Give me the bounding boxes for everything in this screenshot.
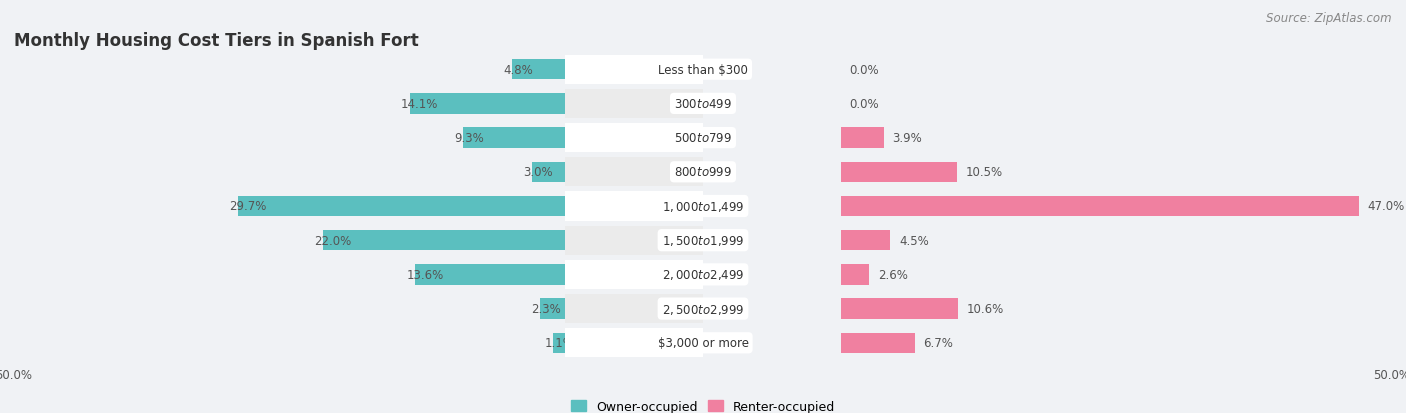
Text: 6.7%: 6.7% bbox=[924, 337, 953, 349]
Bar bbox=[0, 158, 841, 187]
Text: Monthly Housing Cost Tiers in Spanish Fort: Monthly Housing Cost Tiers in Spanish Fo… bbox=[14, 32, 419, 50]
Text: $500 to $799: $500 to $799 bbox=[673, 132, 733, 145]
Bar bbox=[415, 264, 565, 285]
Bar bbox=[0, 260, 841, 289]
Text: 3.0%: 3.0% bbox=[523, 166, 553, 179]
Bar bbox=[0, 124, 703, 153]
Bar bbox=[409, 94, 565, 114]
Text: 2.6%: 2.6% bbox=[879, 268, 908, 281]
Text: 0.0%: 0.0% bbox=[849, 97, 879, 111]
Bar bbox=[463, 128, 565, 149]
Text: $1,000 to $1,499: $1,000 to $1,499 bbox=[662, 199, 744, 214]
Bar bbox=[553, 333, 565, 353]
Bar bbox=[565, 294, 1406, 323]
Text: 13.6%: 13.6% bbox=[406, 268, 444, 281]
Bar bbox=[0, 192, 841, 221]
Text: Less than $300: Less than $300 bbox=[658, 64, 748, 76]
Bar bbox=[565, 124, 1406, 153]
Bar bbox=[841, 162, 956, 183]
Bar bbox=[0, 55, 703, 85]
Text: 10.6%: 10.6% bbox=[966, 302, 1004, 316]
Legend: Owner-occupied, Renter-occupied: Owner-occupied, Renter-occupied bbox=[567, 395, 839, 413]
Bar bbox=[841, 333, 915, 353]
Bar bbox=[565, 226, 1406, 255]
Bar bbox=[531, 162, 565, 183]
Bar bbox=[841, 128, 884, 149]
Bar bbox=[841, 196, 1358, 217]
Bar bbox=[0, 328, 703, 358]
Text: $300 to $499: $300 to $499 bbox=[673, 97, 733, 111]
Bar bbox=[565, 90, 1406, 119]
Bar bbox=[0, 90, 703, 119]
Text: 4.8%: 4.8% bbox=[503, 64, 533, 76]
Bar bbox=[0, 158, 703, 187]
Bar bbox=[0, 226, 841, 255]
Bar bbox=[841, 299, 957, 319]
Text: $2,500 to $2,999: $2,500 to $2,999 bbox=[662, 302, 744, 316]
Bar bbox=[0, 192, 703, 221]
Bar bbox=[0, 294, 841, 323]
Text: 0.0%: 0.0% bbox=[849, 64, 879, 76]
Bar bbox=[565, 328, 1406, 358]
Text: 1.1%: 1.1% bbox=[544, 337, 574, 349]
Bar bbox=[841, 264, 869, 285]
Text: 4.5%: 4.5% bbox=[900, 234, 929, 247]
Text: 2.3%: 2.3% bbox=[531, 302, 561, 316]
Text: $2,000 to $2,499: $2,000 to $2,499 bbox=[662, 268, 744, 282]
Text: $3,000 or more: $3,000 or more bbox=[658, 337, 748, 349]
Text: 22.0%: 22.0% bbox=[314, 234, 352, 247]
Bar bbox=[323, 230, 565, 251]
Bar bbox=[540, 299, 565, 319]
Bar bbox=[0, 124, 841, 153]
Bar bbox=[565, 192, 1406, 221]
Bar bbox=[565, 55, 1406, 85]
Text: Source: ZipAtlas.com: Source: ZipAtlas.com bbox=[1267, 12, 1392, 25]
Text: 9.3%: 9.3% bbox=[454, 132, 484, 145]
Bar bbox=[0, 294, 703, 323]
Text: 47.0%: 47.0% bbox=[1368, 200, 1405, 213]
Bar bbox=[0, 226, 703, 255]
Text: 10.5%: 10.5% bbox=[966, 166, 1002, 179]
Text: $1,500 to $1,999: $1,500 to $1,999 bbox=[662, 234, 744, 248]
Bar bbox=[0, 90, 841, 119]
Bar bbox=[0, 328, 841, 358]
Text: $800 to $999: $800 to $999 bbox=[673, 166, 733, 179]
Bar bbox=[841, 230, 890, 251]
Text: 3.9%: 3.9% bbox=[893, 132, 922, 145]
Bar bbox=[512, 60, 565, 80]
Text: 14.1%: 14.1% bbox=[401, 97, 439, 111]
Bar bbox=[565, 260, 1406, 289]
Bar bbox=[0, 55, 841, 85]
Bar bbox=[238, 196, 565, 217]
Bar bbox=[0, 260, 703, 289]
Text: 29.7%: 29.7% bbox=[229, 200, 266, 213]
Bar bbox=[565, 158, 1406, 187]
